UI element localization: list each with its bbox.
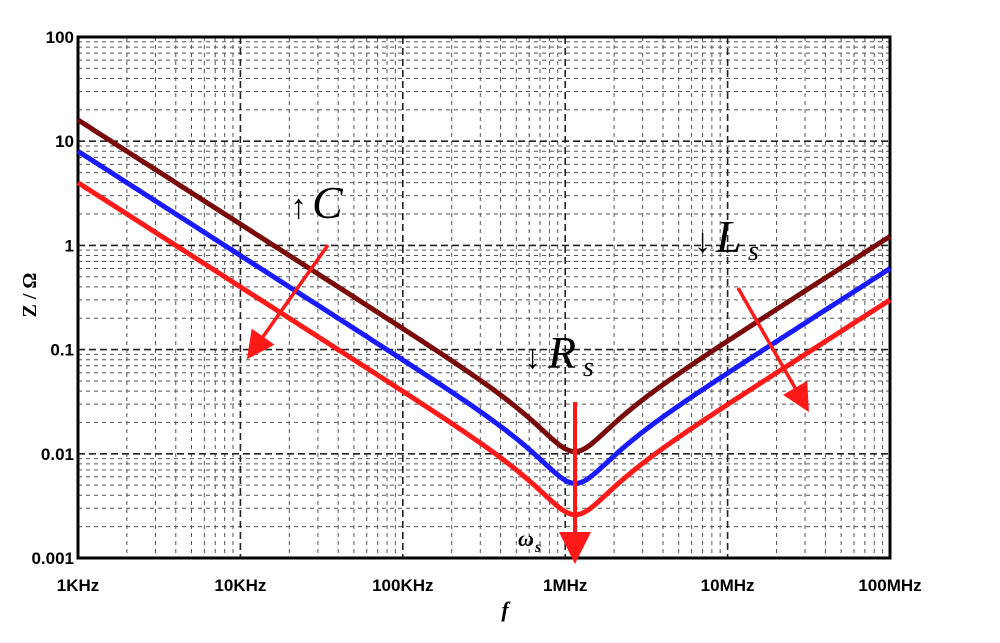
- svg-text:s: s: [534, 539, 541, 556]
- y-tick-label: 1: [65, 236, 74, 255]
- x-axis-title: f: [501, 597, 511, 622]
- x-tick-label: 100MHz: [858, 576, 921, 595]
- y-tick-labels: 0.001 0.01 0.1 1 10 100: [31, 28, 74, 568]
- y-tick-label: 0.001: [31, 549, 74, 568]
- x-tick-labels: 1KHz 10KHz 100KHz 1MHz 10MHz 100MHz: [57, 576, 922, 595]
- impedance-series-line-3: [76, 180, 892, 518]
- y-axis-title: Z / Ω: [19, 273, 41, 318]
- svg-text:s: s: [583, 352, 594, 383]
- x-tick-label: 1MHz: [543, 576, 587, 595]
- y-tick-label: 10: [55, 132, 74, 151]
- x-tick-label: 10MHz: [701, 576, 755, 595]
- minor-grid: [78, 37, 890, 558]
- plot-frame: [76, 35, 892, 560]
- inductance-trend-arrow: [736, 287, 809, 413]
- svg-text:C: C: [312, 177, 344, 228]
- svg-text:↓: ↓: [694, 223, 711, 260]
- annotation-resistance: ↓ R s: [524, 327, 594, 383]
- impedance-series-line-1: [76, 117, 892, 455]
- svg-text:L: L: [715, 211, 742, 262]
- svg-text:↓: ↓: [524, 339, 541, 376]
- svg-text:ω: ω: [518, 526, 534, 551]
- y-tick-label: 0.1: [50, 341, 74, 360]
- capacitance-trend-arrow: [246, 243, 330, 360]
- impedance-series-line-2: [76, 149, 892, 486]
- x-tick-label: 10KHz: [214, 576, 266, 595]
- annotation-capacitance: ↑ C: [290, 177, 344, 228]
- svg-text:s: s: [748, 236, 759, 267]
- major-grid: [77, 36, 891, 559]
- y-tick-label: 0.01: [41, 445, 74, 464]
- annotation-resonance-frequency: ω s: [518, 526, 541, 556]
- svg-text:R: R: [547, 327, 576, 378]
- annotation-inductance: ↓ L s: [694, 211, 759, 267]
- svg-text:↑: ↑: [290, 189, 307, 226]
- x-tick-label: 1KHz: [57, 576, 100, 595]
- series-layer: [76, 117, 892, 518]
- y-tick-label: 100: [46, 28, 74, 47]
- x-tick-label: 100KHz: [372, 576, 433, 595]
